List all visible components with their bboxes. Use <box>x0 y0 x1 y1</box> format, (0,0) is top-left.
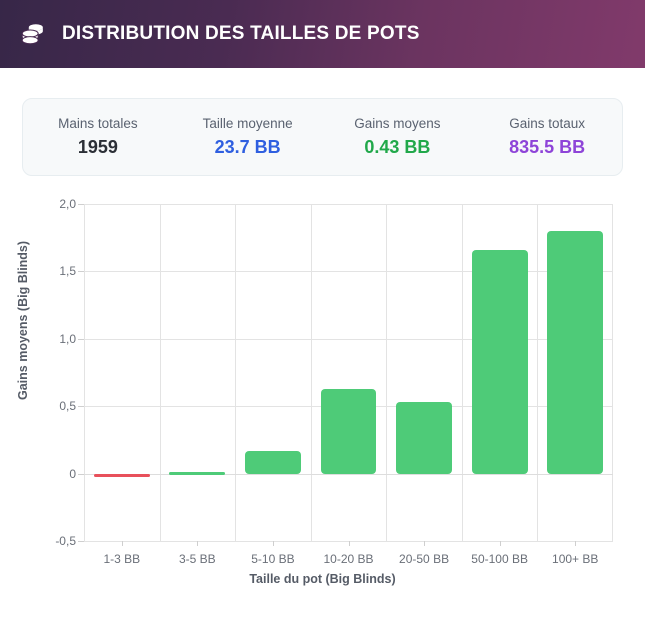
y-tick-mark <box>78 271 84 273</box>
stat-total-hands: Mains totales 1959 <box>23 116 173 158</box>
app-header: DISTRIBUTION DES TAILLES DE POTS <box>0 0 645 68</box>
x-tick-mark <box>272 541 274 546</box>
page-title: DISTRIBUTION DES TAILLES DE POTS <box>62 23 420 44</box>
x-gridline <box>461 204 463 541</box>
y-tick-mark <box>78 473 84 475</box>
x-gridline <box>235 204 237 541</box>
y-tick-label: 2,0 <box>59 197 76 211</box>
zero-baseline <box>84 473 613 475</box>
x-tick-mark <box>348 541 350 546</box>
stat-label: Gains moyens <box>354 116 441 131</box>
bar-1-3-bb[interactable] <box>93 473 150 477</box>
x-gridline <box>612 204 613 541</box>
summary-stats-card: Mains totales 1959 Taille moyenne 23.7 B… <box>22 98 623 176</box>
stat-value: 0.43 BB <box>364 137 431 157</box>
stat-average-gains: Gains moyens 0.43 BB <box>323 116 473 158</box>
bar-5-10-bb[interactable] <box>244 450 301 474</box>
y-tick-label: 0 <box>69 466 76 481</box>
stat-total-gains: Gains totaux 835.5 BB <box>472 116 622 158</box>
x-tick-mark <box>424 541 426 546</box>
y-tick-mark <box>78 204 84 205</box>
x-axis-title: Taille du pot (Big Blinds) <box>249 572 396 586</box>
y-tick-label: -0,5 <box>55 534 76 548</box>
y-tick-mark <box>78 406 84 408</box>
x-tick-label: 10-20 BB <box>323 552 374 566</box>
x-tick-mark <box>575 541 577 546</box>
stat-average-size: Taille moyenne 23.7 BB <box>173 116 323 158</box>
bar-100-bb[interactable] <box>547 230 604 474</box>
stat-value: 23.7 BB <box>214 137 281 157</box>
x-tick-label: 3-5 BB <box>179 552 216 566</box>
x-tick-label: 20-50 BB <box>399 552 450 566</box>
y-tick-label: 1,5 <box>59 264 76 279</box>
bar-3-5-bb[interactable] <box>169 472 226 476</box>
y-tick-label: 0,5 <box>59 399 76 414</box>
x-tick-label: 1-3 BB <box>103 552 141 566</box>
plot-area: 2,0 1,5 1,0 0,5 0 -0,5 1-3 BB 3-5 BB 5-10 BB 10-2… <box>55 197 613 566</box>
bar-50-100-bb[interactable] <box>471 249 528 474</box>
bar-10-20-bb[interactable] <box>320 388 377 474</box>
x-tick-mark <box>197 541 199 546</box>
x-tick-label: 50-100 BB <box>471 552 528 566</box>
y-gridline <box>84 204 613 205</box>
y-tick-mark <box>78 541 84 542</box>
stat-label: Mains totales <box>58 116 138 131</box>
x-tick-label: 100+ BB <box>552 552 599 566</box>
stat-label: Taille moyenne <box>202 116 293 131</box>
bar-20-50-bb[interactable] <box>396 402 453 474</box>
y-axis-title: Gains moyens (Big Blinds) <box>16 240 30 400</box>
x-tick-mark <box>499 541 501 546</box>
x-tick-label: 5-10 BB <box>251 552 295 566</box>
y-gridline <box>84 338 613 340</box>
x-gridline <box>537 204 539 541</box>
x-gridline <box>386 204 388 541</box>
x-gridline <box>159 204 161 541</box>
x-gridline <box>84 204 85 541</box>
stat-label: Gains totaux <box>509 116 586 131</box>
x-tick-mark <box>121 541 123 546</box>
pot-size-distribution-chart: Gains moyens (Big Blinds) Taille du pot … <box>0 194 645 624</box>
y-tick-mark <box>78 338 84 340</box>
y-tick-label: 1,0 <box>59 331 76 346</box>
y-gridline <box>84 271 613 273</box>
stat-value: 835.5 BB <box>509 137 586 157</box>
coins-icon <box>16 17 50 51</box>
x-gridline <box>310 204 312 541</box>
stat-value: 1959 <box>77 137 118 157</box>
